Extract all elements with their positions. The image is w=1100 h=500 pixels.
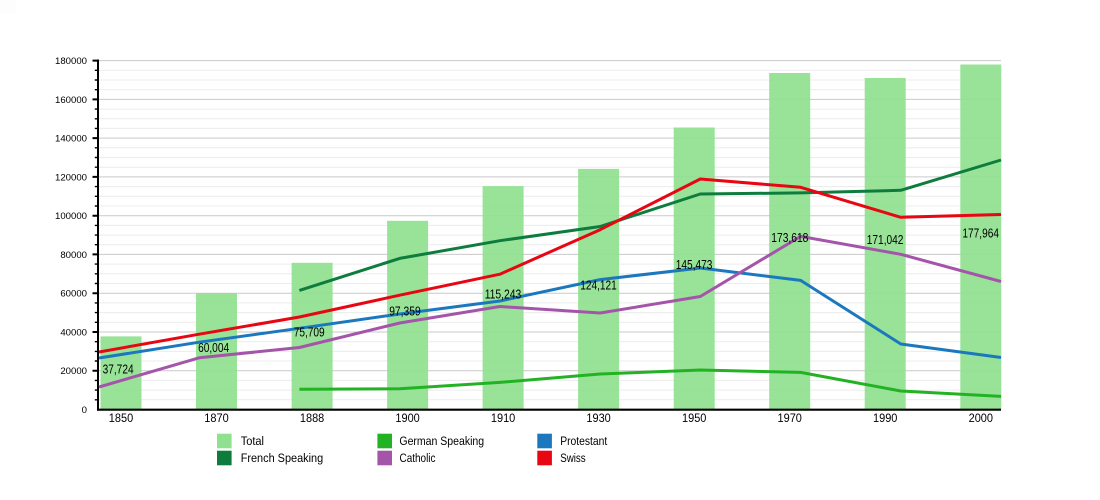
svg-text:100000: 100000 — [55, 211, 87, 222]
svg-text:1850: 1850 — [109, 413, 133, 425]
svg-text:60000: 60000 — [60, 289, 87, 300]
svg-text:140000: 140000 — [55, 134, 87, 145]
svg-text:97,359: 97,359 — [389, 305, 421, 319]
svg-text:37,724: 37,724 — [103, 362, 134, 376]
svg-text:1970: 1970 — [778, 413, 802, 425]
svg-text:German Speaking: German Speaking — [399, 434, 484, 448]
svg-text:0: 0 — [82, 405, 87, 416]
svg-text:180000: 180000 — [55, 56, 87, 67]
svg-text:Total: Total — [241, 434, 264, 448]
svg-text:1870: 1870 — [204, 413, 228, 425]
svg-text:75,709: 75,709 — [294, 326, 325, 340]
svg-text:60,004: 60,004 — [198, 341, 229, 355]
svg-text:2000: 2000 — [969, 413, 993, 425]
svg-text:Catholic: Catholic — [400, 451, 436, 465]
svg-text:115,243: 115,243 — [485, 287, 522, 301]
svg-text:1888: 1888 — [300, 413, 324, 425]
svg-text:120000: 120000 — [55, 172, 87, 183]
svg-text:1900: 1900 — [395, 413, 419, 425]
svg-text:1910: 1910 — [491, 413, 515, 425]
svg-text:20000: 20000 — [60, 366, 87, 377]
svg-text:1990: 1990 — [873, 413, 897, 425]
svg-text:173,618: 173,618 — [771, 231, 808, 245]
svg-text:French Speaking: French Speaking — [241, 451, 324, 465]
svg-text:177,964: 177,964 — [962, 227, 999, 241]
svg-text:40000: 40000 — [60, 328, 87, 339]
svg-text:160000: 160000 — [55, 95, 87, 106]
svg-text:171,042: 171,042 — [867, 233, 904, 247]
svg-text:1930: 1930 — [586, 413, 610, 425]
svg-text:145,473: 145,473 — [676, 258, 713, 272]
svg-text:1950: 1950 — [682, 413, 706, 425]
svg-text:Protestant: Protestant — [560, 434, 608, 448]
svg-text:124,121: 124,121 — [580, 279, 617, 293]
svg-text:Swiss: Swiss — [560, 451, 586, 465]
svg-text:80000: 80000 — [60, 250, 87, 261]
